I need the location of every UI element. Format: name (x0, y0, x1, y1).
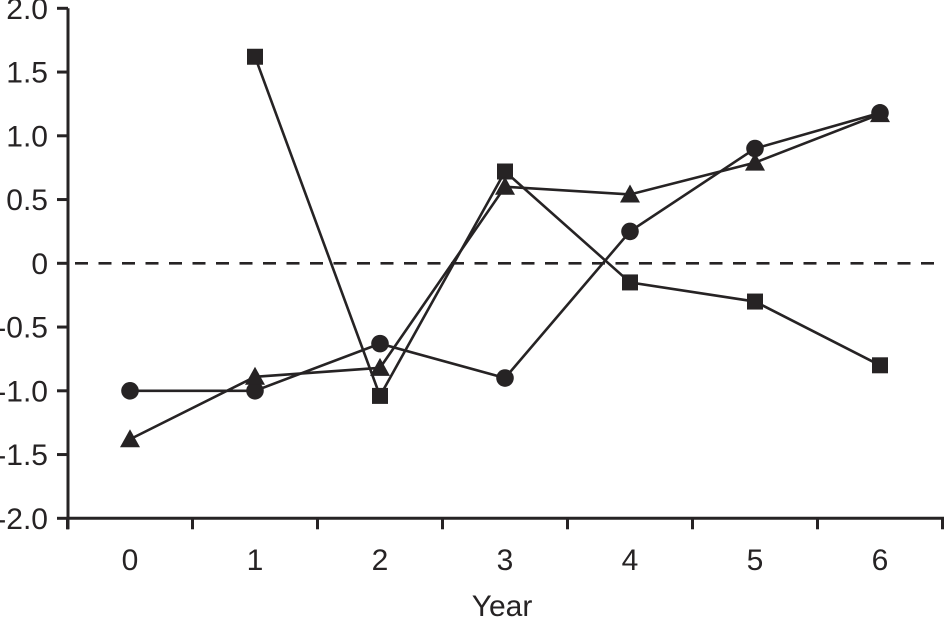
triangle-marker (620, 184, 640, 203)
x-tick-label: 6 (872, 544, 889, 577)
square-marker (247, 48, 263, 65)
circle-marker (496, 369, 514, 387)
square-marker (747, 293, 763, 310)
series-line-square (253, 56, 881, 400)
triangle-marker (245, 366, 265, 385)
circle-marker (246, 382, 264, 400)
square-marker (497, 163, 513, 180)
y-tick-label: -1.5 (0, 439, 48, 472)
triangle-marker (370, 357, 390, 376)
series-line-circle (130, 111, 881, 393)
y-tick-label: 0 (31, 248, 48, 281)
x-tick-label: 0 (122, 544, 139, 577)
triangle-marker (745, 152, 765, 171)
triangle-marker (870, 104, 890, 123)
triangle-marker (120, 429, 140, 448)
circle-marker (121, 382, 139, 400)
x-axis-title: Year (472, 590, 533, 622)
x-tick-label: 1 (247, 544, 264, 577)
square-marker (372, 387, 388, 404)
x-tick-label: 3 (497, 544, 514, 577)
y-tick-label: 1.0 (6, 120, 48, 153)
circle-marker (746, 139, 764, 158)
y-tick-label: -1.0 (0, 375, 48, 408)
triangle-marker (495, 176, 515, 195)
x-tick-label: 5 (747, 544, 764, 577)
circle-marker (371, 334, 389, 353)
y-tick-label: -2.0 (0, 503, 48, 536)
x-tick-label: 2 (372, 544, 389, 577)
y-tick-label: 1.5 (6, 57, 48, 90)
x-tick-label: 4 (622, 544, 639, 577)
square-marker (622, 274, 638, 291)
y-tick-label: 0.5 (6, 184, 48, 217)
y-tick-label: -0.5 (0, 312, 48, 345)
square-marker (872, 357, 888, 374)
circle-marker (621, 222, 639, 241)
y-tick-label: 2.0 (6, 0, 48, 26)
